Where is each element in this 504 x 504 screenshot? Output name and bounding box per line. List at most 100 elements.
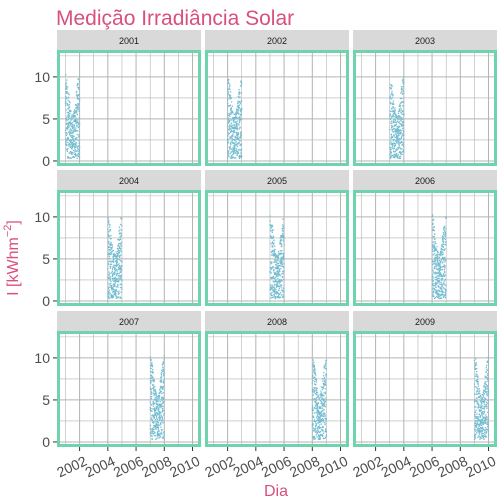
- data-point: [441, 275, 443, 277]
- data-point: [432, 222, 434, 225]
- data-point: [231, 127, 233, 129]
- data-point: [324, 365, 326, 367]
- data-point: [313, 436, 315, 439]
- data-point: [71, 134, 74, 137]
- data-point: [392, 136, 394, 139]
- data-point: [401, 153, 403, 156]
- data-point: [75, 94, 78, 96]
- data-point: [74, 146, 76, 148]
- data-point: [435, 268, 437, 270]
- data-point: [443, 257, 445, 259]
- data-point: [240, 118, 243, 120]
- data-point: [155, 424, 157, 426]
- data-point: [230, 122, 233, 124]
- data-point: [477, 401, 479, 403]
- data-point: [70, 157, 73, 159]
- data-point: [439, 272, 442, 274]
- data-point: [474, 415, 476, 417]
- data-point: [275, 267, 277, 269]
- data-point: [66, 133, 68, 135]
- data-point: [443, 229, 446, 231]
- data-point: [67, 125, 69, 127]
- data-point: [156, 413, 158, 415]
- data-point: [320, 413, 323, 416]
- data-point: [160, 373, 162, 376]
- data-point: [77, 155, 80, 158]
- data-point: [163, 378, 165, 380]
- data-point: [108, 240, 110, 243]
- data-point: [120, 247, 122, 250]
- data-point: [475, 358, 477, 360]
- data-point: [314, 407, 316, 410]
- data-point: [162, 362, 165, 365]
- data-point: [313, 398, 316, 400]
- data-point: [121, 229, 123, 231]
- data-point: [113, 277, 115, 279]
- data-point: [313, 387, 316, 390]
- data-point: [445, 274, 447, 276]
- data-point: [318, 398, 320, 400]
- data-point: [160, 396, 163, 399]
- data-point: [158, 433, 160, 436]
- data-point: [78, 150, 80, 152]
- data-point: [402, 133, 404, 136]
- data-point: [445, 244, 447, 246]
- data-point: [78, 117, 81, 119]
- data-point: [480, 427, 483, 429]
- data-point: [445, 216, 447, 219]
- data-point: [315, 434, 318, 436]
- data-point: [440, 290, 442, 293]
- data-point: [391, 90, 393, 93]
- data-point: [111, 247, 113, 249]
- data-point: [161, 421, 163, 423]
- data-point: [117, 293, 119, 295]
- data-point: [70, 139, 73, 142]
- data-point: [483, 390, 485, 392]
- data-point: [323, 383, 325, 386]
- data-point: [313, 386, 315, 389]
- data-point: [65, 91, 67, 93]
- data-point: [313, 367, 316, 369]
- data-point: [432, 218, 435, 221]
- data-point: [116, 270, 118, 272]
- data-point: [484, 389, 487, 391]
- data-point: [110, 263, 113, 265]
- data-point: [319, 405, 321, 408]
- data-point: [323, 392, 325, 394]
- data-point: [114, 272, 116, 274]
- data-point: [478, 393, 480, 395]
- data-point: [110, 237, 112, 240]
- data-point: [485, 431, 488, 434]
- data-point: [438, 253, 440, 256]
- data-point: [66, 103, 69, 106]
- data-point: [276, 263, 278, 265]
- data-point: [117, 285, 119, 287]
- data-point: [239, 126, 241, 128]
- data-point: [110, 234, 112, 237]
- data-point: [323, 402, 326, 404]
- data-point: [232, 150, 235, 153]
- data-point: [158, 437, 160, 439]
- data-point: [66, 79, 68, 81]
- data-point: [313, 370, 315, 372]
- data-point: [444, 296, 447, 299]
- data-point: [278, 262, 280, 265]
- data-point: [228, 126, 231, 128]
- data-point: [237, 132, 239, 134]
- data-point: [272, 242, 274, 244]
- data-point: [119, 267, 121, 269]
- data-point: [434, 242, 436, 244]
- data-point: [483, 403, 486, 406]
- data-point: [281, 261, 283, 264]
- data-point: [485, 381, 487, 383]
- data-point: [157, 432, 159, 435]
- data-point: [481, 423, 484, 425]
- data-point: [233, 144, 235, 147]
- data-point: [476, 417, 478, 419]
- data-point: [113, 290, 116, 293]
- data-point: [238, 88, 240, 91]
- data-point: [278, 287, 280, 290]
- data-point: [432, 275, 434, 278]
- data-point: [318, 397, 320, 399]
- data-point: [275, 284, 277, 286]
